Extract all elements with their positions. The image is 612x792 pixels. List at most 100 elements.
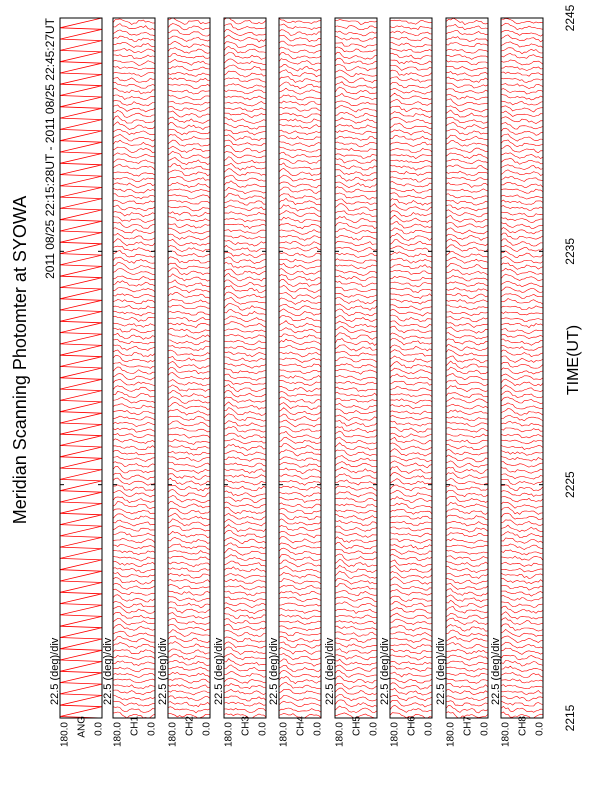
scan-trace — [446, 532, 488, 538]
scan-trace — [390, 471, 432, 480]
scan-trace — [501, 549, 543, 556]
scan-trace — [390, 111, 432, 118]
scan-trace — [113, 397, 155, 404]
y-tick-label: 180.0 — [168, 722, 179, 747]
scan-trace — [168, 65, 210, 71]
scan-trace — [279, 707, 321, 713]
scan-trace — [279, 572, 321, 579]
scan-trace — [224, 134, 266, 141]
scan-trace — [446, 549, 488, 555]
scan-trace — [279, 518, 321, 526]
scan-trace — [279, 508, 321, 515]
scan-trace — [335, 258, 377, 264]
scan-trace — [113, 618, 155, 626]
scan-trace — [279, 688, 321, 695]
scan-trace — [224, 180, 266, 188]
scan-trace — [390, 361, 432, 369]
scan-trace — [446, 182, 488, 188]
scan-trace — [446, 466, 488, 474]
scan-trace — [279, 197, 321, 206]
panel-traces — [335, 19, 377, 718]
scan-trace — [390, 618, 432, 625]
scan-trace — [168, 216, 210, 223]
scan-trace — [224, 145, 266, 154]
scan-trace — [335, 86, 377, 95]
scan-trace — [335, 174, 377, 182]
scan-trace — [168, 245, 210, 253]
scan-trace — [390, 116, 432, 125]
scan-trace — [446, 209, 488, 218]
scan-trace — [501, 164, 543, 170]
scan-trace — [279, 81, 321, 90]
scan-trace — [501, 116, 543, 124]
scan-trace — [113, 199, 155, 205]
y-tick-label: 0.0 — [258, 722, 269, 736]
scan-trace — [501, 672, 543, 678]
scan-trace — [113, 327, 155, 334]
scan-trace — [446, 30, 488, 36]
scan-trace — [501, 217, 543, 223]
scan-trace — [390, 257, 432, 264]
scan-trace — [168, 427, 210, 433]
scan-trace — [168, 618, 210, 625]
scan-trace — [446, 688, 488, 696]
scan-trace — [501, 77, 543, 83]
scan-trace — [335, 198, 377, 205]
panel-traces — [168, 18, 210, 718]
scan-trace — [335, 64, 377, 72]
scan-trace — [224, 413, 266, 422]
scan-trace — [224, 443, 266, 451]
scan-trace — [390, 654, 432, 661]
scan-trace — [390, 176, 432, 183]
scan-trace — [446, 454, 488, 463]
scan-trace — [390, 281, 432, 288]
scan-trace — [279, 449, 321, 457]
scan-trace — [390, 105, 432, 113]
scan-trace — [224, 379, 266, 386]
scan-trace — [446, 134, 488, 141]
scan-trace — [335, 654, 377, 661]
scan-trace — [168, 250, 210, 258]
scan-trace — [224, 432, 266, 440]
scan-trace — [224, 285, 266, 293]
scan-trace — [501, 628, 543, 637]
x-tick-label: 2225 — [563, 471, 577, 498]
scan-trace — [168, 606, 210, 614]
scan-trace — [390, 69, 432, 77]
scan-trace — [501, 286, 543, 293]
scan-trace — [501, 641, 543, 649]
scan-trace — [113, 594, 155, 603]
panel-label: CH6 — [407, 716, 418, 736]
scan-trace — [168, 35, 210, 42]
panel-label: CH8 — [518, 716, 529, 736]
scan-trace — [224, 129, 266, 136]
scan-trace — [224, 373, 266, 381]
scan-trace — [335, 363, 377, 369]
scan-trace — [113, 77, 155, 83]
scan-trace — [279, 223, 321, 230]
scan-trace — [501, 176, 543, 182]
scan-trace — [335, 186, 377, 193]
scan-trace — [501, 232, 543, 240]
scan-trace — [279, 345, 321, 351]
scan-trace — [335, 157, 377, 164]
scan-trace — [113, 204, 155, 212]
scan-trace — [113, 177, 155, 182]
scan-trace — [279, 491, 321, 498]
scan-trace — [224, 683, 266, 689]
scan-trace — [113, 490, 155, 498]
scan-trace — [224, 425, 266, 433]
panel-traces — [501, 18, 543, 718]
panel-label: CH3 — [241, 716, 252, 736]
x-axis-label: TIME(UT) — [565, 325, 582, 395]
scan-trace — [168, 555, 210, 561]
scan-trace — [501, 83, 543, 90]
scan-trace — [168, 477, 210, 486]
scan-trace — [501, 490, 543, 497]
scan-trace — [113, 694, 155, 701]
scan-trace — [113, 146, 155, 154]
scan-trace — [335, 264, 377, 270]
scan-trace — [168, 94, 210, 101]
scan-trace — [168, 339, 210, 346]
x-tick-label: 2245 — [563, 4, 577, 31]
